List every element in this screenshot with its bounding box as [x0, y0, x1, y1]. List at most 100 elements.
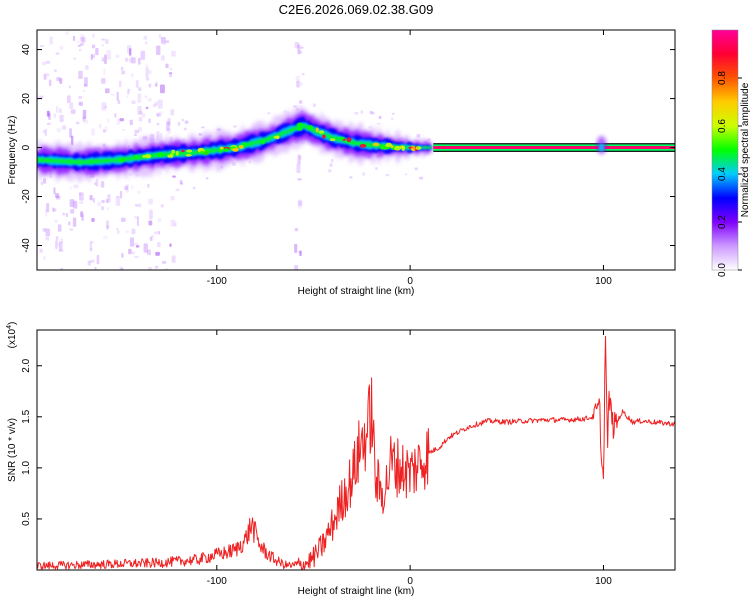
noise-speck — [168, 72, 173, 75]
noise-speck — [392, 112, 395, 115]
y-tick-label: -20 — [21, 189, 32, 204]
ridge-hotspot — [167, 154, 172, 158]
ridge-hotspot — [318, 130, 325, 134]
noise-speck — [42, 130, 46, 134]
noise-speck — [133, 133, 137, 136]
noise-speck — [79, 192, 82, 196]
noise-speck — [298, 250, 302, 254]
noise-speck — [58, 249, 64, 253]
noise-speck — [299, 100, 303, 104]
spectrogram-noise — [37, 31, 431, 270]
noise-speck — [376, 122, 381, 125]
noise-speck — [138, 111, 143, 114]
noise-speck — [329, 163, 333, 167]
ridge-hotspot — [307, 125, 314, 131]
ridge-hotspot — [186, 149, 193, 153]
noise-speck — [55, 106, 59, 113]
noise-speck — [122, 129, 126, 131]
noise-speck — [183, 127, 187, 131]
noise-speck — [128, 48, 132, 56]
noise-speck — [55, 236, 59, 241]
ridge-hotspot — [346, 137, 352, 143]
noise-speck — [157, 99, 163, 109]
colorbar-ticks: 0.0 0.2 0.4 0.6 0.8 — [717, 71, 742, 277]
noise-speck — [124, 185, 129, 191]
noise-speck — [119, 118, 124, 122]
noise-speck — [149, 209, 153, 220]
noise-speck — [184, 120, 189, 124]
noise-speck — [148, 118, 151, 123]
noise-speck — [96, 254, 100, 265]
noise-speck — [107, 194, 111, 203]
noise-speck — [101, 206, 104, 211]
snr-x-label: Height of straight line (km) — [298, 586, 415, 597]
snr-plot-area — [37, 335, 675, 570]
noise-speck — [248, 160, 251, 164]
noise-speck — [172, 175, 177, 178]
noise-speck — [53, 113, 56, 118]
noise-speck — [79, 201, 84, 205]
noise-speck — [138, 127, 142, 132]
noise-speck — [86, 268, 89, 270]
colorbar-tick-label: 0.2 — [717, 215, 728, 229]
noise-speck — [59, 45, 64, 50]
noise-speck — [68, 85, 71, 89]
noise-speck — [78, 101, 84, 106]
ridge-hotspot — [383, 146, 391, 150]
noise-speck — [119, 266, 122, 270]
noise-speck — [128, 248, 132, 255]
x-tick-label: 100 — [595, 276, 612, 287]
noise-speck — [296, 163, 301, 174]
noise-speck — [371, 112, 375, 115]
noise-speck — [160, 55, 165, 61]
noise-speck — [181, 118, 185, 122]
noise-speck — [138, 87, 142, 91]
noise-speck — [157, 114, 162, 117]
ridge-hotspot — [401, 145, 405, 152]
y-tick-label: 2.0 — [21, 358, 32, 372]
noise-speck — [79, 37, 84, 42]
noise-speck — [72, 35, 76, 42]
noise-speck — [299, 250, 302, 257]
noise-speck — [160, 204, 164, 208]
noise-speck — [90, 54, 93, 61]
noise-speck — [149, 237, 152, 241]
noise-speck — [82, 109, 87, 120]
ridge-hotspot — [185, 153, 192, 157]
colorbar-label: Normalized spectral amplitude — [740, 82, 750, 217]
ridge-hotspot — [119, 158, 125, 163]
chart-title: C2E6.2026.069.02.38.G09 — [279, 2, 434, 17]
ridge-hotspot — [223, 148, 229, 152]
noise-speck — [40, 45, 44, 47]
noise-speck — [233, 125, 237, 128]
noise-speck — [152, 104, 157, 107]
noise-speck — [148, 198, 153, 205]
noise-speck — [148, 266, 152, 270]
noise-speck — [416, 134, 421, 138]
ridge-hotspot — [338, 136, 345, 140]
noise-speck — [116, 228, 119, 230]
noise-speck — [55, 195, 61, 200]
noise-speck — [144, 41, 148, 45]
ridge-hotspot — [238, 144, 244, 150]
noise-speck — [129, 119, 133, 126]
noise-speck — [157, 242, 161, 248]
snr-y-axis: 0.5 1.0 1.5 2.0 — [21, 358, 675, 526]
noise-speck — [156, 252, 159, 257]
noise-speck — [101, 199, 105, 203]
noise-speck — [40, 181, 43, 185]
noise-speck — [164, 268, 169, 270]
noise-speck — [91, 128, 95, 136]
noise-speck — [90, 259, 95, 263]
noise-speck — [91, 44, 96, 49]
noise-speck — [104, 105, 107, 108]
noise-speck — [116, 91, 119, 101]
spectrogram-x-axis: -100 0 100 — [207, 30, 612, 287]
noise-speck — [121, 70, 126, 75]
noise-speck — [101, 59, 105, 61]
noise-speck — [297, 199, 302, 209]
noise-speck — [137, 106, 142, 116]
noise-speck — [130, 237, 135, 247]
noise-speck — [67, 95, 71, 103]
